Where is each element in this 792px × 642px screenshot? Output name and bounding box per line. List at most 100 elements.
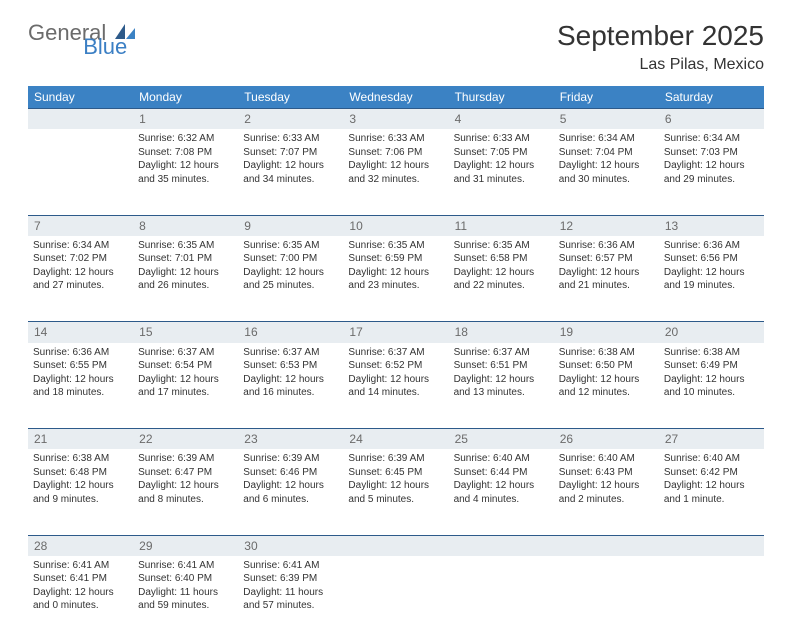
- day-cell: Sunrise: 6:38 AMSunset: 6:48 PMDaylight:…: [28, 449, 133, 535]
- day-cell: Sunrise: 6:35 AMSunset: 7:00 PMDaylight:…: [238, 236, 343, 322]
- day-detail-line: Sunrise: 6:35 AM: [348, 239, 443, 253]
- day-number: 10: [343, 215, 448, 236]
- day-detail-line: Daylight: 12 hours and 18 minutes.: [33, 373, 128, 400]
- daynum-row: 282930: [28, 535, 764, 556]
- day-cell: Sunrise: 6:36 AMSunset: 6:57 PMDaylight:…: [554, 236, 659, 322]
- day-detail-line: Sunset: 6:46 PM: [243, 466, 338, 480]
- day-detail-line: Sunrise: 6:35 AM: [454, 239, 549, 253]
- day-detail-line: Daylight: 12 hours and 4 minutes.: [454, 479, 549, 506]
- day-number: 23: [238, 429, 343, 450]
- day-detail-line: Daylight: 12 hours and 1 minute.: [664, 479, 759, 506]
- day-number: 16: [238, 322, 343, 343]
- day-cell: Sunrise: 6:37 AMSunset: 6:54 PMDaylight:…: [133, 343, 238, 429]
- day-detail-line: Daylight: 12 hours and 31 minutes.: [454, 159, 549, 186]
- day-cell: [343, 556, 448, 642]
- day-number: [449, 535, 554, 556]
- day-detail-line: Sunrise: 6:38 AM: [33, 452, 128, 466]
- day-number: 25: [449, 429, 554, 450]
- daynum-row: 78910111213: [28, 215, 764, 236]
- day-number: 26: [554, 429, 659, 450]
- day-cell: Sunrise: 6:34 AMSunset: 7:03 PMDaylight:…: [659, 129, 764, 215]
- day-cell: Sunrise: 6:33 AMSunset: 7:07 PMDaylight:…: [238, 129, 343, 215]
- day-cell: [449, 556, 554, 642]
- day-detail-line: Sunset: 6:59 PM: [348, 252, 443, 266]
- day-detail-line: Sunrise: 6:34 AM: [559, 132, 654, 146]
- day-detail-line: Daylight: 12 hours and 30 minutes.: [559, 159, 654, 186]
- day-header: Tuesday: [238, 86, 343, 109]
- day-detail-line: Sunset: 7:00 PM: [243, 252, 338, 266]
- day-detail-line: Sunrise: 6:40 AM: [664, 452, 759, 466]
- day-detail-line: Daylight: 12 hours and 27 minutes.: [33, 266, 128, 293]
- day-number: 3: [343, 109, 448, 130]
- day-cell: Sunrise: 6:41 AMSunset: 6:39 PMDaylight:…: [238, 556, 343, 642]
- daynum-row: 123456: [28, 109, 764, 130]
- day-detail-line: Sunrise: 6:40 AM: [559, 452, 654, 466]
- day-detail-line: Sunrise: 6:37 AM: [348, 346, 443, 360]
- day-detail-line: Sunrise: 6:35 AM: [243, 239, 338, 253]
- day-detail-line: Daylight: 12 hours and 6 minutes.: [243, 479, 338, 506]
- day-cell: Sunrise: 6:35 AMSunset: 6:59 PMDaylight:…: [343, 236, 448, 322]
- week-row: Sunrise: 6:32 AMSunset: 7:08 PMDaylight:…: [28, 129, 764, 215]
- day-number: 27: [659, 429, 764, 450]
- day-cell: Sunrise: 6:36 AMSunset: 6:56 PMDaylight:…: [659, 236, 764, 322]
- day-detail-line: Daylight: 12 hours and 23 minutes.: [348, 266, 443, 293]
- day-number: 15: [133, 322, 238, 343]
- day-number: 11: [449, 215, 554, 236]
- brand-part2: Blue: [83, 34, 127, 59]
- day-detail-line: Sunrise: 6:41 AM: [243, 559, 338, 573]
- day-cell: Sunrise: 6:34 AMSunset: 7:02 PMDaylight:…: [28, 236, 133, 322]
- day-detail-line: Daylight: 12 hours and 14 minutes.: [348, 373, 443, 400]
- day-cell: Sunrise: 6:39 AMSunset: 6:46 PMDaylight:…: [238, 449, 343, 535]
- day-number: [28, 109, 133, 130]
- day-cell: [659, 556, 764, 642]
- day-detail-line: Daylight: 12 hours and 32 minutes.: [348, 159, 443, 186]
- day-number: 9: [238, 215, 343, 236]
- day-cell: Sunrise: 6:40 AMSunset: 6:44 PMDaylight:…: [449, 449, 554, 535]
- day-detail-line: Sunrise: 6:37 AM: [243, 346, 338, 360]
- day-detail-line: Daylight: 12 hours and 2 minutes.: [559, 479, 654, 506]
- day-detail-line: Daylight: 12 hours and 0 minutes.: [33, 586, 128, 613]
- day-number: [659, 535, 764, 556]
- day-cell: Sunrise: 6:37 AMSunset: 6:52 PMDaylight:…: [343, 343, 448, 429]
- day-detail-line: Sunrise: 6:37 AM: [454, 346, 549, 360]
- day-detail-line: Sunset: 7:06 PM: [348, 146, 443, 160]
- day-detail-line: Sunset: 6:54 PM: [138, 359, 233, 373]
- day-detail-line: Sunset: 6:44 PM: [454, 466, 549, 480]
- day-detail-line: Daylight: 12 hours and 19 minutes.: [664, 266, 759, 293]
- day-header-row: SundayMondayTuesdayWednesdayThursdayFrid…: [28, 86, 764, 109]
- day-cell: Sunrise: 6:35 AMSunset: 6:58 PMDaylight:…: [449, 236, 554, 322]
- day-detail-line: Daylight: 12 hours and 12 minutes.: [559, 373, 654, 400]
- day-detail-line: Sunrise: 6:32 AM: [138, 132, 233, 146]
- day-header: Sunday: [28, 86, 133, 109]
- month-title: September 2025: [557, 20, 764, 52]
- day-detail-line: Sunset: 6:47 PM: [138, 466, 233, 480]
- daynum-row: 21222324252627: [28, 429, 764, 450]
- day-detail-line: Sunrise: 6:40 AM: [454, 452, 549, 466]
- brand-logo: General Blue: [28, 20, 185, 46]
- day-detail-line: Sunset: 6:41 PM: [33, 572, 128, 586]
- day-number: 30: [238, 535, 343, 556]
- day-detail-line: Sunset: 6:42 PM: [664, 466, 759, 480]
- day-number: 6: [659, 109, 764, 130]
- day-detail-line: Daylight: 12 hours and 26 minutes.: [138, 266, 233, 293]
- day-detail-line: Sunrise: 6:33 AM: [348, 132, 443, 146]
- day-detail-line: Sunrise: 6:39 AM: [243, 452, 338, 466]
- day-cell: Sunrise: 6:35 AMSunset: 7:01 PMDaylight:…: [133, 236, 238, 322]
- day-cell: Sunrise: 6:37 AMSunset: 6:53 PMDaylight:…: [238, 343, 343, 429]
- day-cell: Sunrise: 6:34 AMSunset: 7:04 PMDaylight:…: [554, 129, 659, 215]
- day-detail-line: Sunset: 7:03 PM: [664, 146, 759, 160]
- day-number: 18: [449, 322, 554, 343]
- day-number: 13: [659, 215, 764, 236]
- day-number: 19: [554, 322, 659, 343]
- day-cell: Sunrise: 6:33 AMSunset: 7:05 PMDaylight:…: [449, 129, 554, 215]
- day-detail-line: Daylight: 12 hours and 22 minutes.: [454, 266, 549, 293]
- calendar-body: 123456Sunrise: 6:32 AMSunset: 7:08 PMDay…: [28, 109, 764, 642]
- day-header: Thursday: [449, 86, 554, 109]
- day-number: 7: [28, 215, 133, 236]
- day-detail-line: Daylight: 12 hours and 8 minutes.: [138, 479, 233, 506]
- day-detail-line: Sunrise: 6:37 AM: [138, 346, 233, 360]
- day-detail-line: Daylight: 12 hours and 10 minutes.: [664, 373, 759, 400]
- day-cell: Sunrise: 6:41 AMSunset: 6:41 PMDaylight:…: [28, 556, 133, 642]
- day-number: 21: [28, 429, 133, 450]
- day-detail-line: Daylight: 11 hours and 57 minutes.: [243, 586, 338, 613]
